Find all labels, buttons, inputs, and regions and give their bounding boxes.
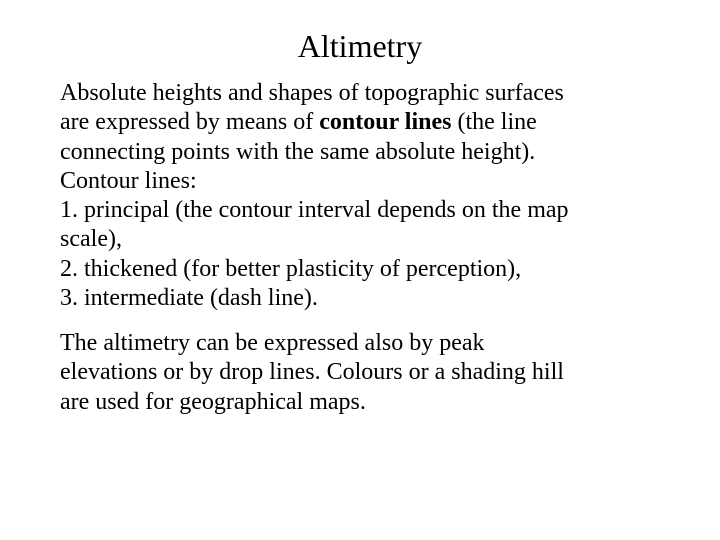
slide-title: Altimetry <box>60 28 660 65</box>
list-item-principal: 1. principal (the contour interval depen… <box>60 196 660 225</box>
paragraph-contour: Absolute heights and shapes of topograph… <box>60 79 660 313</box>
text-line: The altimetry can be expressed also by p… <box>60 329 660 358</box>
text-fragment: are expressed by means of <box>60 109 319 135</box>
text-line: are expressed by means of contour lines … <box>60 108 660 137</box>
list-item-intermediate: 3. intermediate (dash line). <box>60 284 660 313</box>
text-line: Contour lines: <box>60 167 660 196</box>
list-item-thickened: 2. thickened (for better plasticity of p… <box>60 255 660 284</box>
text-line: Absolute heights and shapes of topograph… <box>60 79 660 108</box>
text-line: elevations or by drop lines. Colours or … <box>60 358 660 387</box>
text-line: connecting points with the same absolute… <box>60 138 660 167</box>
paragraph-additional: The altimetry can be expressed also by p… <box>60 329 660 417</box>
text-line: scale), <box>60 225 660 254</box>
text-line: are used for geographical maps. <box>60 388 660 417</box>
term-contour-lines: contour lines <box>319 109 451 135</box>
text-fragment: (the line <box>451 109 536 135</box>
